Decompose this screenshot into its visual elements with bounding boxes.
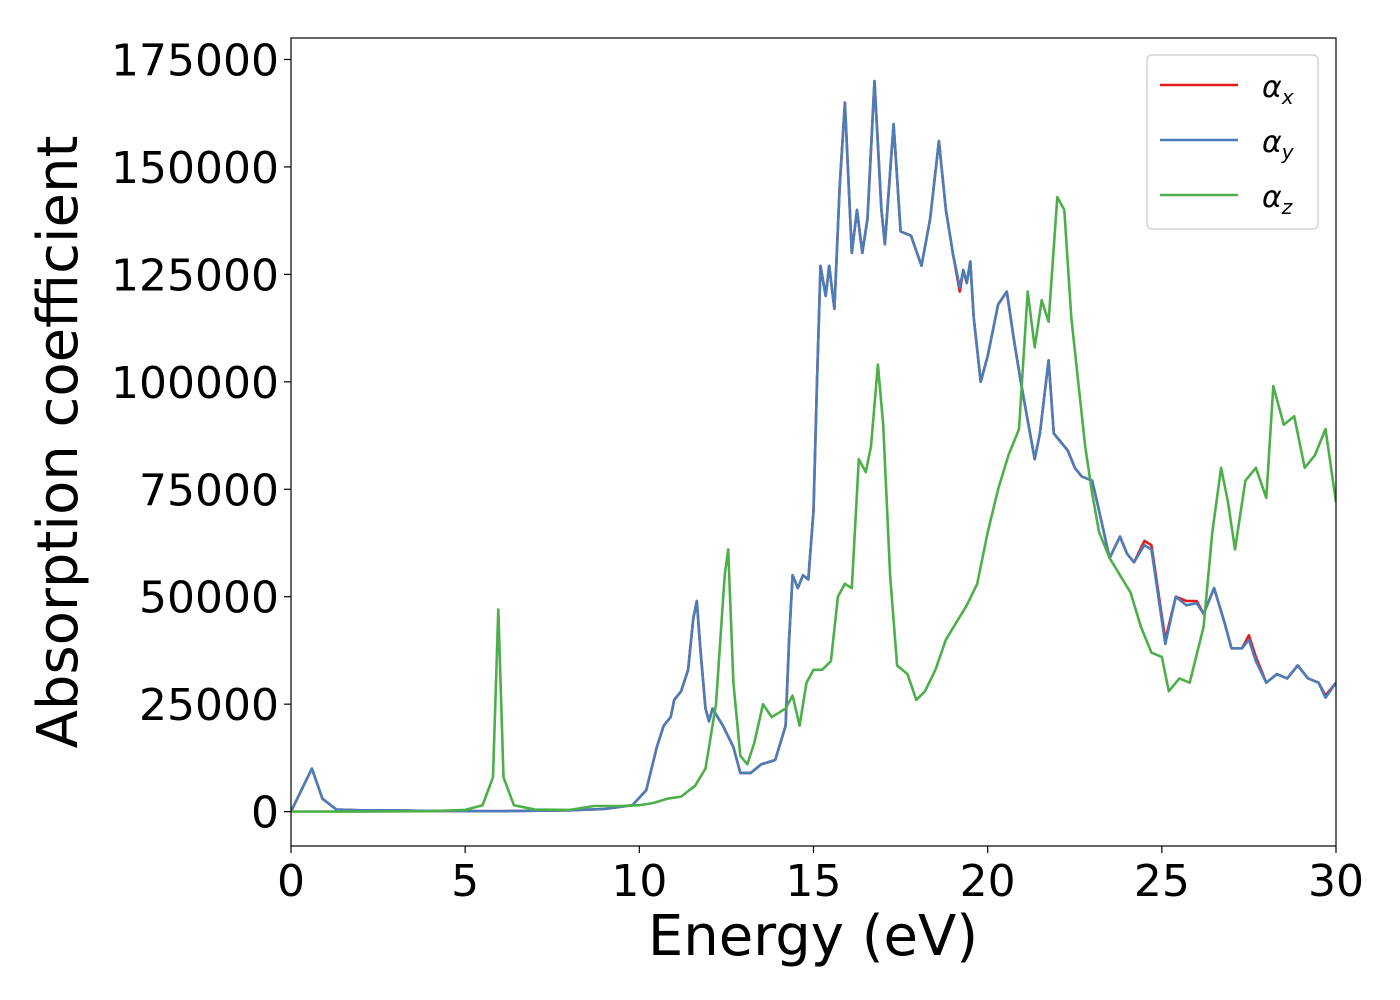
series-layer [291,79,1336,813]
legend: αx αy αz [1146,54,1319,230]
y-tick-label: 175000 [111,35,279,86]
x-tick-label: 20 [960,856,1016,907]
x-axis: 0 5 10 15 20 25 30 [277,846,1364,907]
y-tick-label: 50000 [139,573,279,624]
legend-label-x: αx [1262,70,1294,109]
x-axis-title: Energy (eV) [648,904,978,969]
x-tick-label: 0 [277,856,305,907]
y-tick-label: 100000 [111,358,279,409]
y-tick-label: 75000 [139,465,279,516]
x-tick-label: 15 [786,856,842,907]
legend-label-z: αz [1262,180,1293,219]
x-tick-label: 25 [1134,856,1190,907]
series-line-y [291,79,1336,813]
x-tick-label: 5 [451,856,479,907]
y-tick-label: 0 [251,788,279,839]
y-axis-title: Absorption coefficient [26,136,91,749]
y-tick-label: 150000 [111,143,279,194]
y-axis: 0 25000 50000 75000 100000 125000 150000 175000 [111,35,291,839]
legend-box [1146,54,1319,230]
x-tick-label: 10 [611,856,667,907]
series-line-z [291,195,1336,813]
y-tick-label: 125000 [111,250,279,301]
y-tick-label: 25000 [139,680,279,731]
x-tick-label: 30 [1308,856,1364,907]
legend-label-y: αy [1262,125,1295,164]
